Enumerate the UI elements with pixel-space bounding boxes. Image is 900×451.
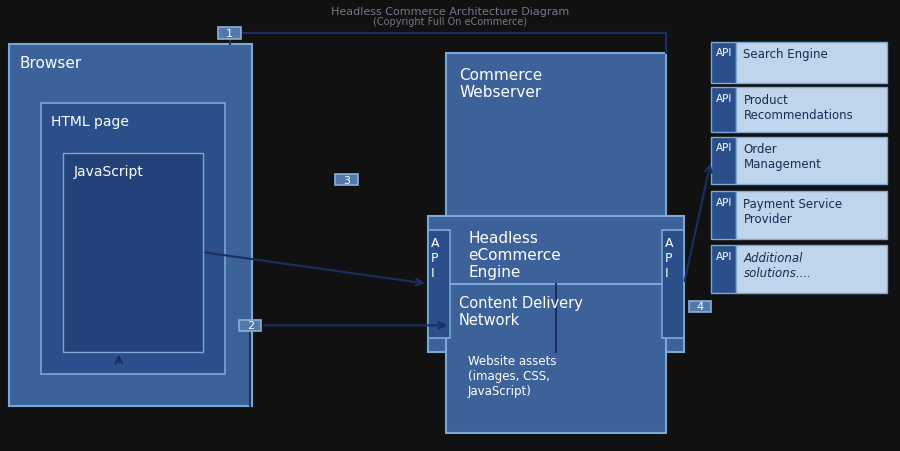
Text: API: API (716, 197, 732, 207)
Text: Headless Commerce Architecture Diagram: Headless Commerce Architecture Diagram (331, 7, 569, 17)
FancyBboxPatch shape (335, 175, 358, 186)
FancyBboxPatch shape (711, 88, 736, 133)
Text: (Copyright Full On eCommerce): (Copyright Full On eCommerce) (373, 17, 527, 27)
Text: 2: 2 (247, 321, 254, 331)
FancyBboxPatch shape (428, 216, 684, 352)
Text: 1: 1 (226, 29, 233, 39)
Text: Browser: Browser (20, 56, 82, 71)
FancyBboxPatch shape (711, 138, 736, 185)
Text: Headless
eCommerce
Engine: Headless eCommerce Engine (468, 230, 561, 280)
FancyBboxPatch shape (446, 54, 666, 216)
Text: Order
Management: Order Management (743, 143, 822, 171)
Text: A
P
I: A P I (665, 237, 673, 280)
Text: 3: 3 (343, 175, 350, 185)
FancyBboxPatch shape (736, 43, 887, 83)
Text: Payment Service
Provider: Payment Service Provider (743, 197, 842, 225)
FancyBboxPatch shape (218, 28, 241, 39)
Text: Commerce
Webserver: Commerce Webserver (459, 68, 542, 100)
FancyBboxPatch shape (446, 284, 666, 433)
Text: A
P
I: A P I (431, 237, 439, 280)
Text: API: API (716, 93, 732, 103)
Text: JavaScript: JavaScript (74, 165, 144, 179)
Text: API: API (716, 251, 732, 261)
Text: 4: 4 (697, 302, 704, 312)
FancyBboxPatch shape (689, 301, 712, 312)
FancyBboxPatch shape (736, 246, 887, 293)
FancyBboxPatch shape (736, 138, 887, 185)
FancyBboxPatch shape (662, 230, 684, 338)
FancyBboxPatch shape (428, 230, 450, 338)
Text: Content Delivery
Network: Content Delivery Network (459, 295, 583, 328)
Text: Website assets
(images, CSS,
JavaScript): Website assets (images, CSS, JavaScript) (468, 354, 556, 397)
Text: Additional
solutions....: Additional solutions.... (743, 251, 811, 279)
Text: API: API (716, 143, 732, 153)
FancyBboxPatch shape (63, 153, 202, 352)
FancyBboxPatch shape (736, 192, 887, 239)
FancyBboxPatch shape (736, 88, 887, 133)
Text: HTML page: HTML page (51, 115, 130, 129)
FancyBboxPatch shape (711, 246, 736, 293)
Text: Product
Recommendations: Product Recommendations (743, 93, 853, 121)
FancyBboxPatch shape (239, 320, 262, 331)
FancyBboxPatch shape (711, 43, 736, 83)
Text: API: API (716, 48, 732, 58)
FancyBboxPatch shape (9, 45, 252, 406)
FancyBboxPatch shape (40, 104, 225, 374)
FancyBboxPatch shape (711, 192, 736, 239)
Text: Search Engine: Search Engine (743, 48, 828, 61)
